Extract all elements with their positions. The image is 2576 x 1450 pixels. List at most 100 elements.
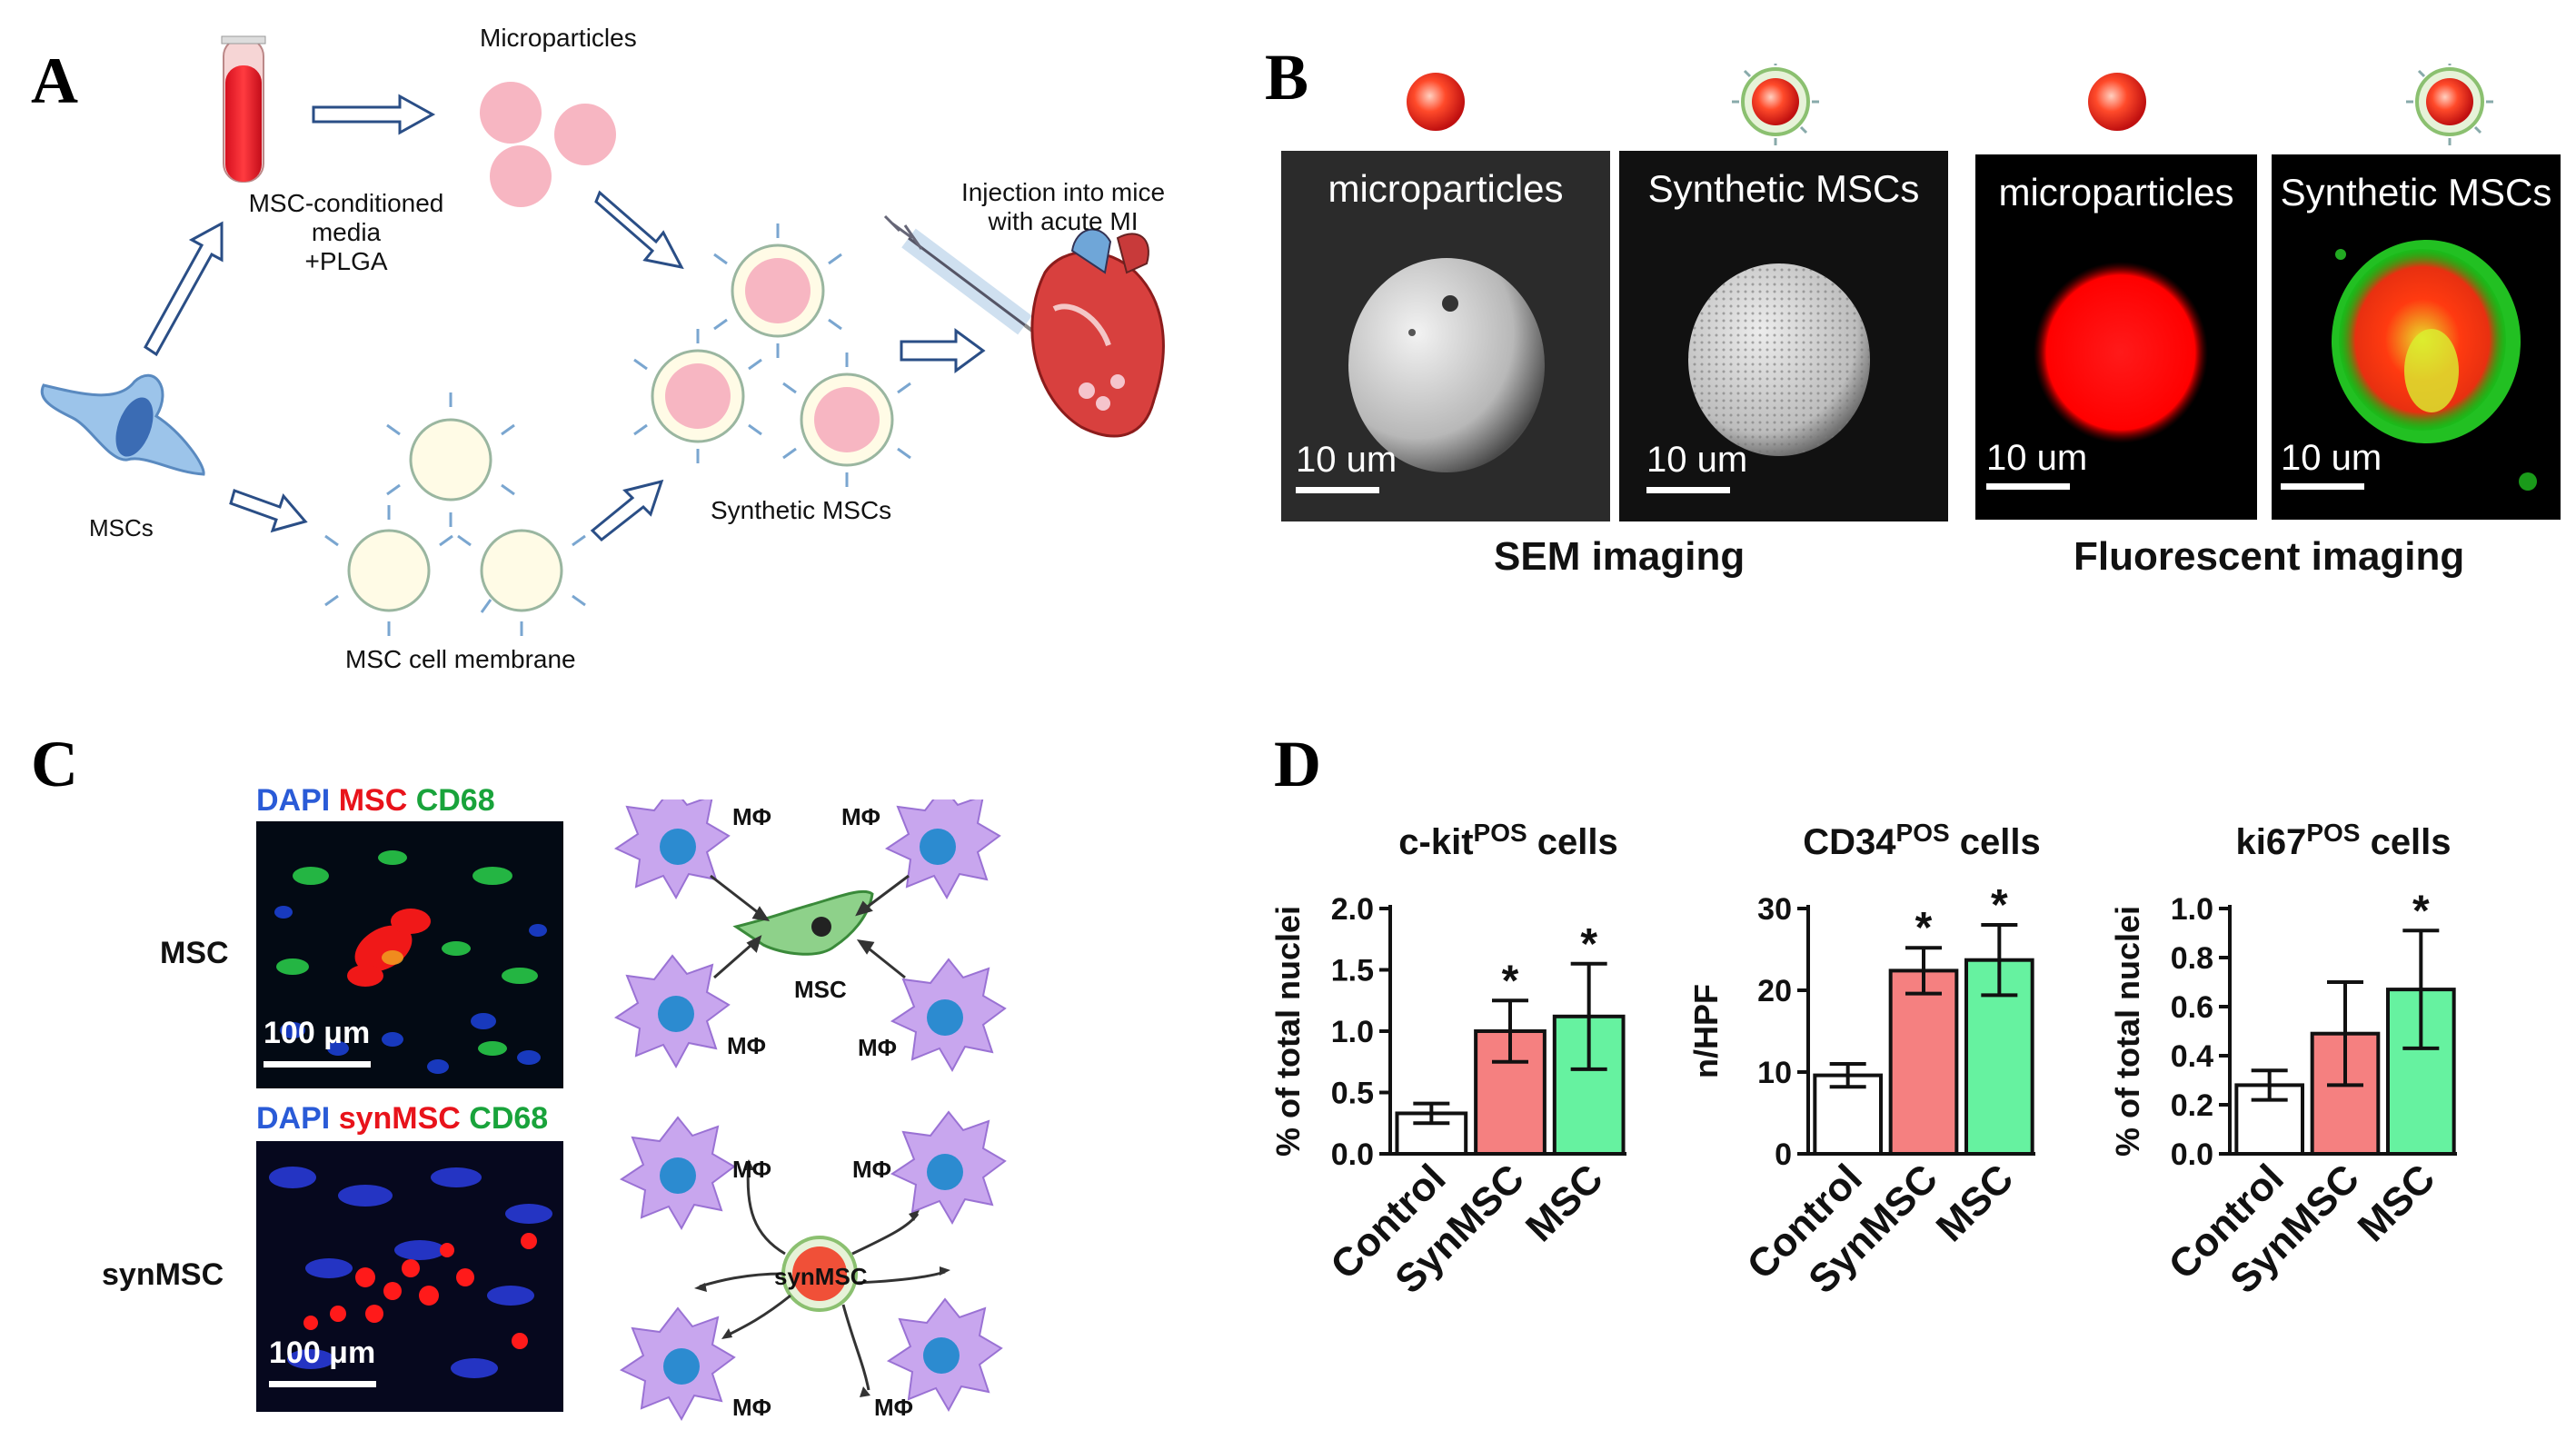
legend-top: DAPI MSC CD68 xyxy=(256,783,495,819)
syringe-icon xyxy=(883,214,1056,349)
y-tick-label: 2.0 xyxy=(1331,892,1374,927)
arrows-inward xyxy=(710,874,910,979)
label-macrophage: MΦ xyxy=(841,803,880,830)
sem-title-microparticles: microparticles xyxy=(1328,167,1564,210)
y-axis-label: n/HPF xyxy=(1687,984,1725,1078)
scale-label: 10 um xyxy=(1296,440,1397,480)
y-tick-label: 0.0 xyxy=(1331,1137,1374,1172)
arrow-right-icon xyxy=(312,94,436,135)
label-center-msc: MSC xyxy=(794,976,847,1003)
sem-image-microparticles: microparticles 10 um xyxy=(1281,151,1610,521)
legend-cd68: CD68 xyxy=(469,1101,549,1136)
y-tick-label: 10 xyxy=(1757,1056,1792,1090)
macrophage-icon xyxy=(621,1117,735,1229)
category-label: MSC xyxy=(1517,1156,1612,1250)
panel-b-letter: B xyxy=(1265,41,1309,114)
y-tick-label: 0 xyxy=(1775,1137,1792,1172)
msc-cell-icon xyxy=(40,373,205,476)
legend-dapi: DAPI xyxy=(256,1101,331,1136)
microparticle-icon xyxy=(2088,73,2146,131)
label-msc-membrane: MSC cell membrane xyxy=(345,645,576,673)
category-label: MSC xyxy=(2350,1156,2444,1250)
macrophage-icon xyxy=(888,1298,1002,1411)
fluorescent-image-synthetic: Synthetic MSCs 10 um xyxy=(2272,154,2561,520)
caption-fluorescent-imaging: Fluorescent imaging xyxy=(2074,534,2465,579)
macrophage-icon xyxy=(621,1307,735,1420)
sem-image-synthetic: Synthetic MSCs 10 um xyxy=(1619,151,1948,521)
macrophage-icon xyxy=(886,799,1000,899)
macrophage-icon xyxy=(891,958,1006,1071)
label-injection-line1: Injection into mice xyxy=(960,178,1166,206)
scale-bar xyxy=(264,1061,371,1068)
scale-bar xyxy=(1646,487,1730,493)
chart-title: ki67POS cells xyxy=(2235,819,2451,862)
label-macrophage: MΦ xyxy=(858,1034,897,1061)
chart-title: c-kitPOS cells xyxy=(1398,819,1617,862)
legend-bottom: DAPI synMSC CD68 xyxy=(256,1101,548,1137)
y-tick-label: 1.5 xyxy=(1331,954,1374,988)
legend-msc: MSC xyxy=(338,783,408,818)
scale-bar xyxy=(1986,483,2070,490)
bar xyxy=(2310,1031,2381,1157)
significance-marker: * xyxy=(1915,904,1933,952)
significance-marker: * xyxy=(1580,920,1597,968)
label-synthetic-mscs: Synthetic MSCs xyxy=(711,496,892,524)
scale-bar xyxy=(269,1381,376,1387)
label-macrophage: MΦ xyxy=(732,803,771,830)
synthetic-msc-icon xyxy=(1732,64,1819,145)
y-axis-label: % of total nuclei xyxy=(1269,906,1307,1157)
scale-label: 100 μm xyxy=(269,1336,376,1370)
y-tick-label: 0.6 xyxy=(2171,990,2213,1025)
significance-marker: * xyxy=(1502,957,1519,1005)
row-label-msc: MSC xyxy=(160,936,229,970)
panel-a-letter: A xyxy=(31,45,78,117)
fluorescent-image-microparticles: microparticles 10 um xyxy=(1975,154,2257,520)
synthetic-msc-icon xyxy=(651,243,894,467)
label-microparticles: Microparticles xyxy=(480,24,637,52)
label-conditioned-media: MSC-conditioned media +PLGA xyxy=(214,189,478,276)
fluor-title-microparticles: microparticles xyxy=(1998,171,2234,214)
arrow-right-icon xyxy=(229,489,308,533)
synmsc-particle-icon xyxy=(781,1236,858,1312)
scale-label: 10 um xyxy=(1646,440,1748,480)
microparticle-icon xyxy=(480,82,616,207)
significance-marker: * xyxy=(1991,881,2008,929)
significance-marker: * xyxy=(2412,887,2430,935)
y-tick-label: 0.8 xyxy=(2171,941,2213,976)
microparticle-icon xyxy=(1407,73,1465,131)
sem-title-synthetic: Synthetic MSCs xyxy=(1647,167,1920,210)
panel-a-schematic xyxy=(40,35,1165,636)
test-tube-icon xyxy=(221,35,266,183)
macrophage-icon xyxy=(615,955,730,1068)
label-conditioned-media-line2: +PLGA xyxy=(304,247,388,275)
y-tick-label: 0.2 xyxy=(2171,1088,2213,1123)
msc-cell-icon xyxy=(732,889,874,956)
label-mscs: MSCs xyxy=(89,514,154,541)
heart-icon xyxy=(1030,228,1165,438)
chart-title: CD34POS cells xyxy=(1803,819,2040,862)
label-macrophage: MΦ xyxy=(732,1156,771,1183)
bar-charts: c-kitPOS cells 0.0 0.5 1.0 1.5 2.0 % of total … xyxy=(1269,819,2457,1302)
y-tick-label: 1.0 xyxy=(1331,1015,1374,1049)
macrophage-icon xyxy=(615,799,730,899)
category-label: MSC xyxy=(1928,1156,2023,1250)
legend-synmsc: synMSC xyxy=(338,1101,461,1136)
scale-bar xyxy=(1296,487,1379,493)
arrow-up-icon xyxy=(144,221,224,357)
y-tick-label: 20 xyxy=(1757,974,1792,1008)
bar xyxy=(1888,968,1959,1156)
scale-label: 10 um xyxy=(1986,438,2088,478)
y-tick-label: 0.5 xyxy=(1331,1077,1374,1111)
y-tick-label: 0.4 xyxy=(2171,1039,2213,1074)
y-axis-label: % of total nuclei xyxy=(2109,906,2146,1157)
fluor-title-synthetic: Synthetic MSCs xyxy=(2280,171,2552,214)
label-macrophage: MΦ xyxy=(852,1156,891,1183)
arrow-right-icon xyxy=(900,328,986,373)
arrow-up-right-icon xyxy=(590,479,664,541)
panel-b-particle-icons xyxy=(1407,64,2493,145)
label-injection: Injection into mice with acute MI xyxy=(945,178,1181,236)
scale-label: 100 μm xyxy=(264,1016,371,1050)
caption-sem-imaging: SEM imaging xyxy=(1494,534,1746,579)
label-center-synmsc: synMSC xyxy=(774,1263,868,1290)
legend-cd68: CD68 xyxy=(415,783,495,818)
